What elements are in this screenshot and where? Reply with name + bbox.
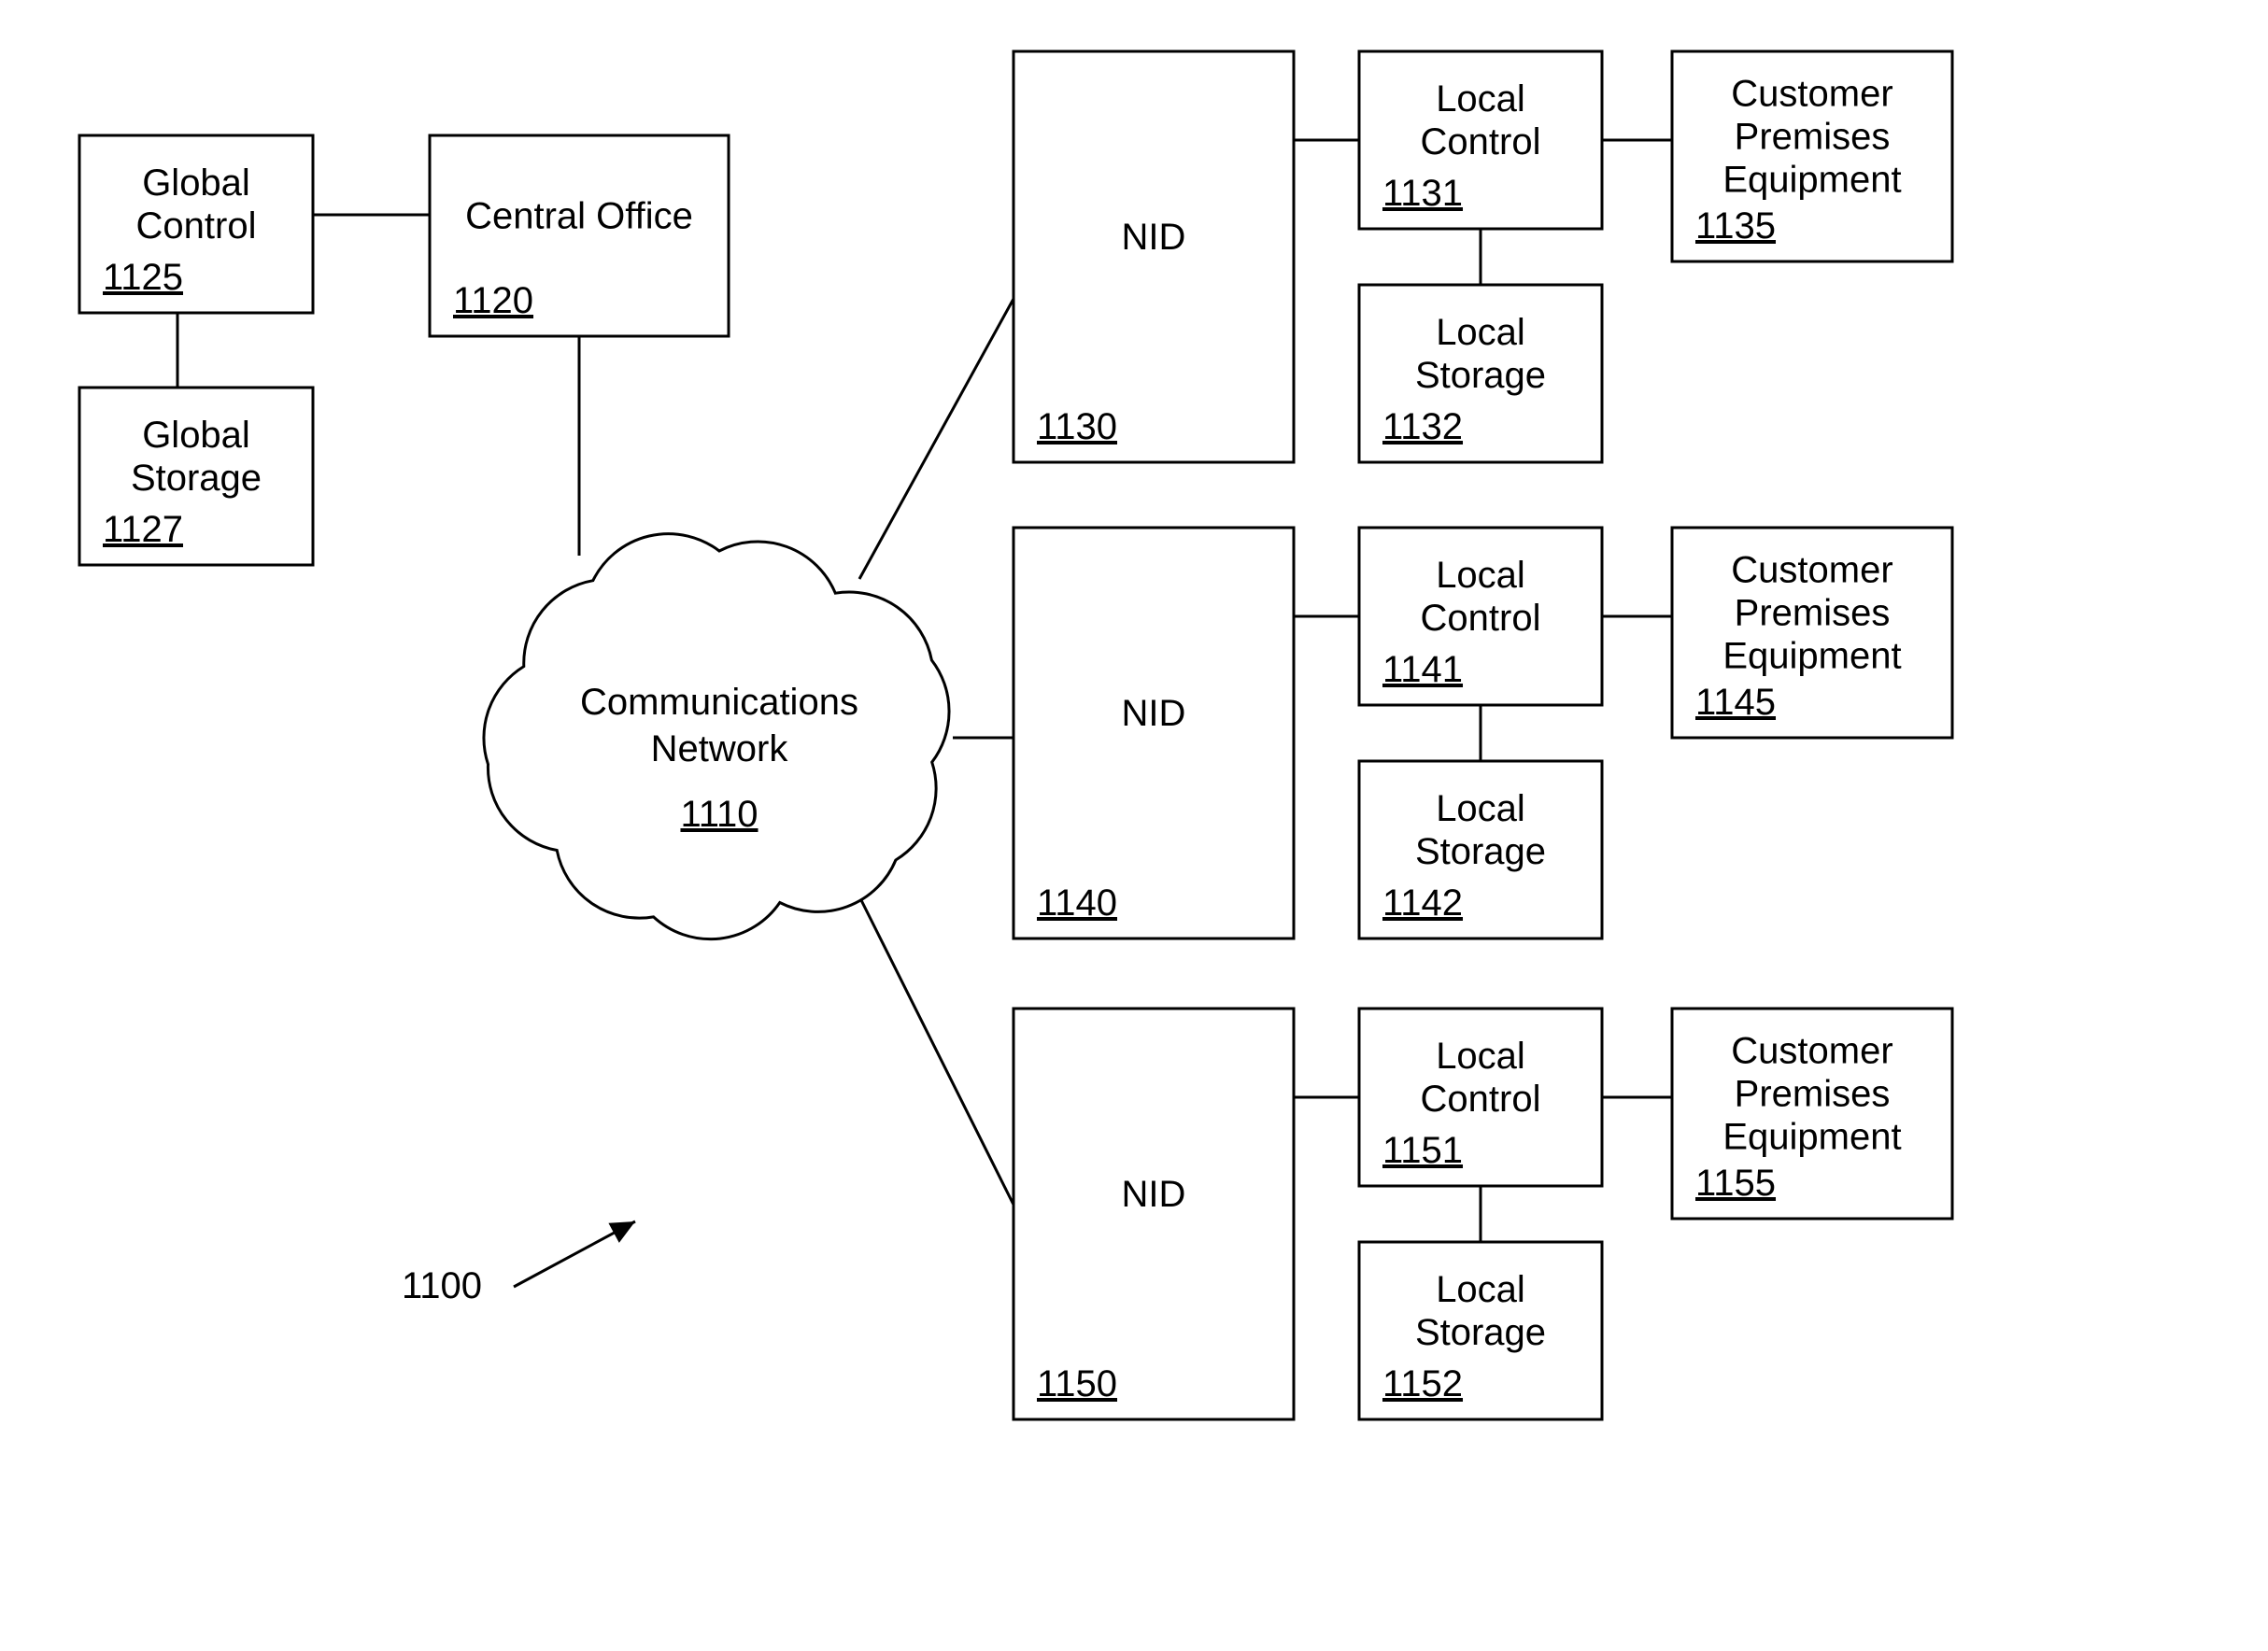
node-local_control3: LocalControl 1151: [1359, 1009, 1602, 1186]
node-local_control1-label-1: Control: [1421, 121, 1541, 162]
node-local_control2-label-0: Local: [1436, 555, 1525, 596]
node-cpe1-ref: 1135: [1695, 205, 1776, 247]
node-local_control1: LocalControl 1131: [1359, 51, 1602, 229]
node-cpe3-label-2: Equipment: [1722, 1117, 1901, 1158]
node-global_storage: GlobalStorage 1127: [79, 388, 313, 565]
figure-reference: 1100: [402, 1221, 635, 1306]
node-local_storage1-label-1: Storage: [1415, 355, 1546, 396]
node-local_storage3-ref: 1152: [1382, 1363, 1463, 1404]
node-cpe3-ref: 1155: [1695, 1163, 1776, 1204]
network-diagram: Communications Network 1110 GlobalContro…: [0, 0, 2268, 1651]
node-local_control2: LocalControl 1141: [1359, 528, 1602, 705]
node-cpe3-label-1: Premises: [1735, 1074, 1891, 1115]
node-global_storage-label-1: Storage: [131, 458, 262, 499]
node-local_storage1-ref: 1132: [1382, 406, 1463, 447]
cloud-label-line-1: Network: [651, 728, 789, 769]
node-nid2-ref: 1140: [1037, 882, 1117, 924]
node-central_office-ref: 1120: [453, 280, 533, 321]
node-local_control1-ref: 1131: [1382, 173, 1463, 214]
figure-reference-label: 1100: [402, 1265, 482, 1306]
node-local_control2-ref: 1141: [1382, 649, 1463, 690]
node-cpe1-label-0: Customer: [1731, 74, 1892, 115]
node-local_control1-label-0: Local: [1436, 78, 1525, 120]
node-local_control3-ref: 1151: [1382, 1130, 1463, 1171]
boxes-group: GlobalControl1125GlobalStorage1127Centra…: [79, 51, 1952, 1419]
node-local_storage3-label-1: Storage: [1415, 1312, 1546, 1353]
node-local_storage3-label-0: Local: [1436, 1269, 1525, 1310]
edge-cloud-nid3: [859, 896, 1014, 1205]
node-local_control2-label-1: Control: [1421, 598, 1541, 639]
node-global_control: GlobalControl 1125: [79, 135, 313, 313]
node-global_storage-ref: 1127: [103, 509, 183, 550]
node-cpe1-label-2: Equipment: [1722, 160, 1901, 201]
edge-cloud-nid1: [859, 299, 1014, 579]
node-nid2-label-0: NID: [1122, 693, 1186, 734]
node-global_control-label-1: Control: [136, 205, 257, 247]
node-nid1-ref: 1130: [1037, 406, 1117, 447]
communications-network-cloud: Communications Network 1110: [484, 534, 949, 939]
node-nid3: NID 1150: [1014, 1009, 1294, 1419]
node-cpe1-label-1: Premises: [1735, 117, 1891, 158]
node-central_office: Central Office 1120: [430, 135, 729, 336]
node-local_storage3: LocalStorage 1152: [1359, 1242, 1602, 1419]
node-local_control3-label-1: Control: [1421, 1079, 1541, 1120]
node-global_storage-label-0: Global: [142, 415, 250, 456]
node-cpe2-label-1: Premises: [1735, 593, 1891, 634]
node-cpe3-label-0: Customer: [1731, 1031, 1892, 1072]
cloud-ref: 1110: [680, 794, 758, 835]
node-nid3-ref: 1150: [1037, 1363, 1117, 1404]
node-local_storage2: LocalStorage 1142: [1359, 761, 1602, 938]
node-cpe2-label-2: Equipment: [1722, 636, 1901, 677]
node-local_storage1-label-0: Local: [1436, 312, 1525, 353]
node-central_office-label-0: Central Office: [465, 196, 693, 237]
node-nid1-label-0: NID: [1122, 217, 1186, 258]
node-nid1: NID 1130: [1014, 51, 1294, 462]
node-local_storage1: LocalStorage 1132: [1359, 285, 1602, 462]
node-global_control-ref: 1125: [103, 257, 183, 298]
cloud-label-line-0: Communications: [580, 682, 858, 723]
node-nid2: NID 1140: [1014, 528, 1294, 938]
node-local_storage2-ref: 1142: [1382, 882, 1463, 924]
node-local_storage2-label-1: Storage: [1415, 831, 1546, 872]
node-cpe2: CustomerPremisesEquipment 1145: [1672, 528, 1952, 738]
node-global_control-label-0: Global: [142, 162, 250, 204]
node-cpe3: CustomerPremisesEquipment 1155: [1672, 1009, 1952, 1219]
node-cpe2-label-0: Customer: [1731, 550, 1892, 591]
node-local_control3-label-0: Local: [1436, 1036, 1525, 1077]
node-nid3-label-0: NID: [1122, 1174, 1186, 1215]
node-cpe2-ref: 1145: [1695, 682, 1776, 723]
node-cpe1: CustomerPremisesEquipment1135: [1672, 51, 1952, 261]
node-local_storage2-label-0: Local: [1436, 788, 1525, 829]
